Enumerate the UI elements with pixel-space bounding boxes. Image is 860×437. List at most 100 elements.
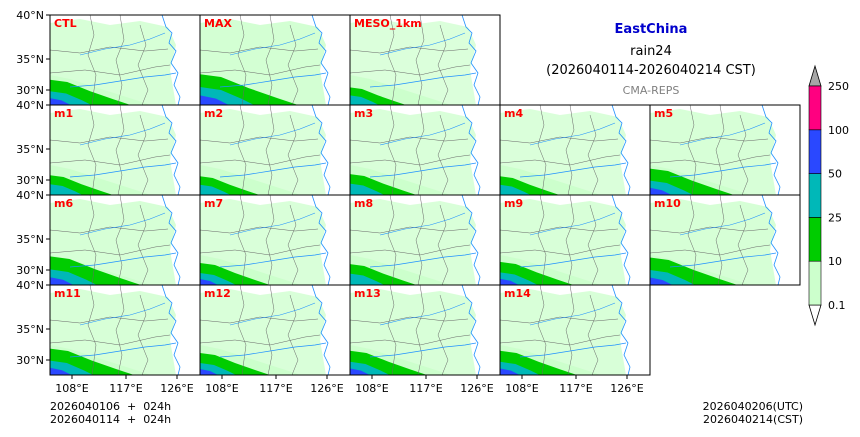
province-border: [437, 294, 449, 375]
panel-content: [650, 195, 800, 285]
province-border: [737, 114, 749, 195]
province-border: [50, 244, 171, 256]
heavy-rain-area: [500, 184, 531, 195]
torrential-rain-area: [50, 98, 71, 105]
coastline: [311, 105, 331, 195]
panel-label: m14: [504, 287, 531, 300]
coastline: [461, 105, 481, 195]
map-panel-m14: m14: [499, 284, 651, 376]
panel-label: m1: [54, 107, 73, 120]
map-panel-m3: m3: [349, 104, 501, 196]
province-border: [500, 154, 621, 166]
lon-tick-label: 108°E: [55, 382, 88, 395]
province-border: [200, 46, 319, 54]
province-border: [350, 316, 469, 324]
lat-tick-label: 40°N: [16, 279, 44, 292]
province-border: [137, 204, 149, 285]
province-border: [350, 136, 469, 144]
yellow-river: [229, 212, 316, 236]
province-border: [500, 334, 621, 346]
yellow-river: [79, 122, 166, 146]
panel-label: m11: [54, 287, 81, 300]
colorbar-level-label: 10: [828, 255, 842, 268]
yangtze-river: [69, 342, 177, 358]
province-border: [415, 105, 425, 195]
lon-tick-label: 117°E: [409, 382, 442, 395]
province-border: [565, 285, 575, 375]
yangtze-river: [219, 252, 327, 268]
province-border: [350, 226, 469, 234]
lat-tick-label: 35°N: [16, 233, 44, 246]
province-border: [287, 114, 299, 195]
torrential-rain-area: [500, 368, 520, 375]
province-border: [50, 136, 169, 144]
lat-tick-label: 30°N: [16, 264, 44, 277]
province-border: [200, 64, 321, 76]
province-border: [565, 105, 575, 195]
panel-label: m13: [354, 287, 381, 300]
coastline: [461, 285, 481, 375]
province-border: [50, 46, 169, 54]
panel-content: [500, 105, 650, 195]
panel-content: [200, 15, 350, 105]
valid-time-cst: 2026040214(CST): [703, 413, 803, 426]
lat-tick-label: 35°N: [16, 53, 44, 66]
province-border: [500, 226, 619, 234]
panel-content: [350, 195, 500, 285]
province-border: [500, 244, 621, 256]
map-panel-m2: m2: [199, 104, 351, 196]
map-panel-ctl: CTL: [49, 14, 201, 106]
coastline: [161, 195, 181, 285]
province-border: [437, 24, 449, 105]
lat-tick-label: 30°N: [16, 84, 44, 97]
province-border: [115, 105, 125, 195]
province-border: [200, 136, 319, 144]
lon-tick-label: 108°E: [355, 382, 388, 395]
map-panel-m11: m11: [49, 284, 201, 376]
province-border: [115, 195, 125, 285]
panel-content: [50, 105, 200, 195]
init-time-footer: 2026040106 + 024h 2026040114 + 024h: [50, 400, 171, 426]
yangtze-river: [369, 342, 477, 358]
map-panel-meso_1km: MESO_1km: [349, 14, 501, 106]
torrential-rain-area: [500, 278, 519, 285]
map-panel-m8: m8: [349, 194, 501, 286]
panel-label: m3: [354, 107, 373, 120]
colorbar-over-arrow: [808, 64, 822, 87]
period-title: (2026040114-2026040214 CST): [546, 63, 756, 78]
lat-tick-label: 35°N: [16, 143, 44, 156]
panel-frame: [649, 194, 801, 286]
coastline: [461, 15, 481, 105]
precip-colorbar: 0.1 10 25 50 100 250: [808, 64, 849, 327]
province-border: [137, 114, 149, 195]
panel-label: m9: [504, 197, 523, 210]
province-border: [415, 285, 425, 375]
panel-label: m2: [204, 107, 223, 120]
panel-label: m12: [204, 287, 231, 300]
yellow-river: [529, 122, 616, 146]
panel-content: [500, 285, 650, 375]
model-label: CMA-REPS: [622, 84, 680, 97]
lon-tick-label: 117°E: [109, 382, 142, 395]
coastline: [161, 285, 181, 375]
yangtze-river: [369, 72, 477, 88]
panel-label: CTL: [54, 17, 77, 30]
panel-content: [50, 285, 200, 375]
colorbar-level-label: 250: [828, 80, 849, 93]
torrential-rain-area: [200, 369, 218, 375]
map-panel-m5: m5: [649, 104, 801, 196]
lon-tick-label: 117°E: [559, 382, 592, 395]
panel-label: m8: [354, 197, 373, 210]
init-time-cst: 2026040114 + 024h: [50, 413, 172, 426]
yangtze-river: [519, 252, 627, 268]
panel-label: m6: [54, 197, 73, 210]
map-panel-m1: m1: [49, 104, 201, 196]
torrential-rain-area: [200, 279, 218, 285]
province-border: [287, 24, 299, 105]
yellow-river: [229, 302, 316, 326]
coastline: [461, 195, 481, 285]
yellow-river: [529, 302, 616, 326]
province-border: [200, 244, 321, 256]
lon-tick-label: 117°E: [259, 382, 292, 395]
